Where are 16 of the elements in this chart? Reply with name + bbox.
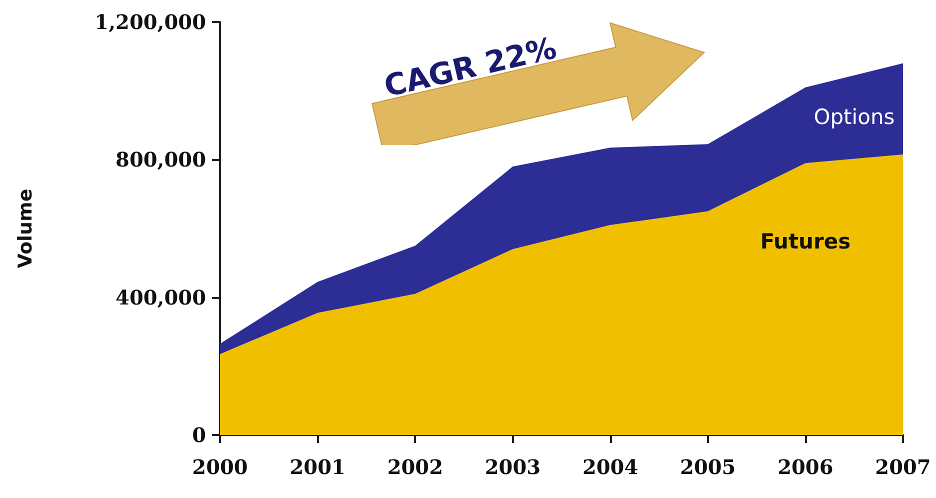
x-tick-label: 2002 (387, 455, 443, 479)
y-tick-label: 400,000 (116, 285, 206, 310)
x-tick-label: 2005 (680, 455, 736, 479)
x-tick-label: 2000 (192, 455, 248, 479)
x-tick-label: 2003 (484, 455, 541, 479)
x-tick-label: 2001 (290, 455, 346, 479)
annotation: CAGR 22% (381, 31, 560, 105)
y-tick-label: 800,000 (116, 148, 206, 172)
y-axis-title: Volume (14, 188, 36, 268)
series-label: Futures (760, 230, 851, 254)
y-tick-label: 1,200,000 (94, 10, 206, 34)
x-tick-label: 2007 (875, 455, 931, 479)
series-label: Options (814, 105, 895, 130)
x-tick-label: 2004 (582, 455, 638, 479)
x-tick-label: 2006 (778, 455, 834, 479)
y-tick-label: 0 (192, 423, 206, 447)
